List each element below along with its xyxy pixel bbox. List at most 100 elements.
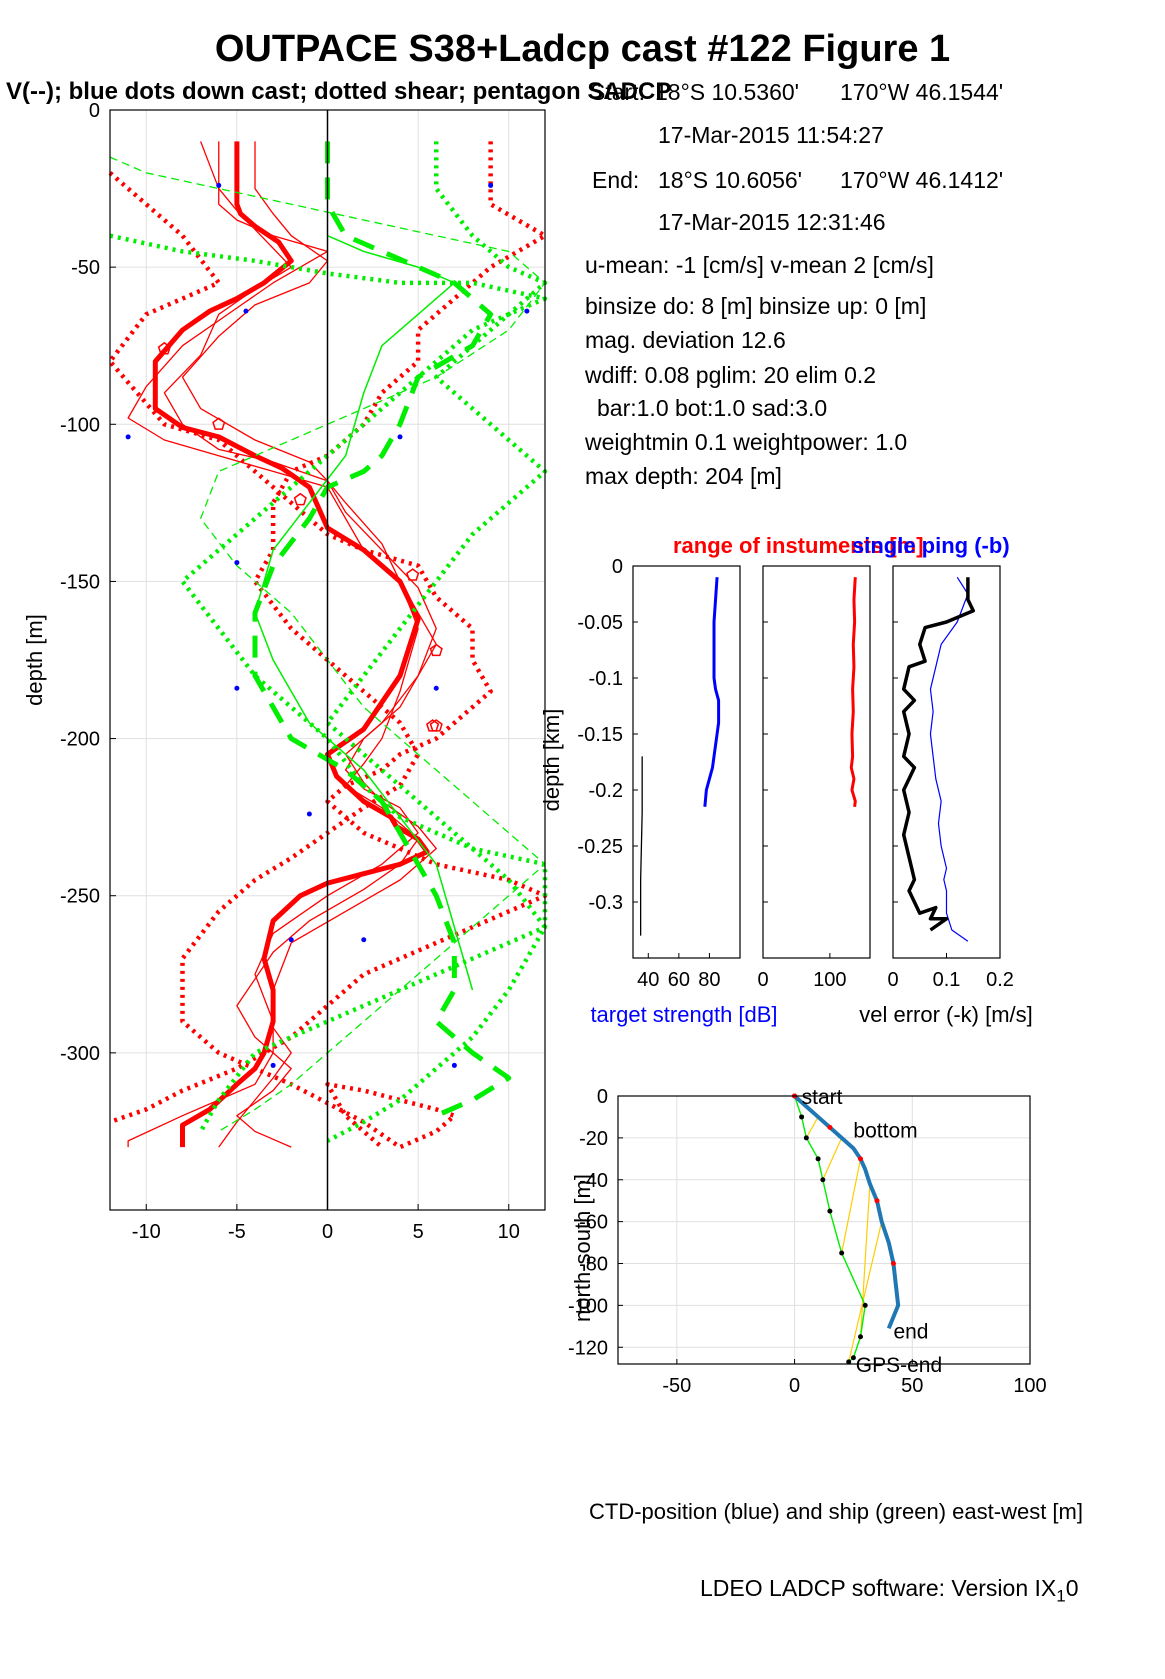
target-strength-label: target strength [dB] (590, 1002, 777, 1027)
position-frame (617, 1095, 1031, 1365)
ctd-fix-dot (857, 1156, 863, 1162)
profile-ytick-label: -250 (60, 886, 100, 908)
downcast-dot (524, 308, 530, 314)
position-ytick-label: -80 (579, 1254, 608, 1276)
position-xtick-label: 50 (901, 1375, 923, 1397)
position-ytick-label: -60 (579, 1212, 608, 1234)
ship-track (793, 1095, 866, 1363)
downcast-dot (488, 182, 494, 188)
weights-info: bar:1.0 bot:1.0 sad:3.0 (597, 395, 828, 421)
profile-xtick-label: -10 (132, 1221, 161, 1243)
range-title: range of instuments [m] (673, 533, 924, 558)
downcast-dot (361, 937, 367, 943)
instrument-panel-frame (762, 565, 871, 959)
downcast-dot (451, 1062, 457, 1068)
panels-ylabel: depth [km] (539, 709, 564, 812)
position-label-bottom: bottom (853, 1120, 917, 1143)
binsize-info: binsize do: 8 [m] binsize up: 0 [m] (585, 293, 927, 319)
footer-text: LDEO LADCP software: Version IX (700, 1575, 1057, 1601)
panel-ytick-label: 0 (612, 556, 623, 578)
panel-red-line (849, 577, 857, 807)
panel-xtick-label: 0 (757, 969, 768, 991)
downcast-dot (288, 937, 294, 943)
panel-black-line (901, 577, 975, 932)
mag-deviation: mag. deviation 12.6 (585, 327, 786, 353)
position-ytick-label: -40 (579, 1170, 608, 1192)
ctd-fix-dot (874, 1198, 880, 1204)
ship-fix-dot (799, 1114, 805, 1120)
profile-xtick-label: 5 (413, 1221, 424, 1243)
sadcp-pentagon (429, 719, 443, 732)
mean-velocity: u-mean: -1 [cm/s] v-mean 2 [cm/s] (585, 252, 934, 278)
ship-ctd-link (841, 1158, 862, 1254)
ctd-track (793, 1094, 901, 1330)
position-xtick-label: -50 (662, 1375, 691, 1397)
sadcp-pentagon (429, 643, 443, 657)
downcast-dot (216, 182, 222, 188)
vel-error-label: vel error (-k) [m/s] (859, 1002, 1033, 1027)
position-xtick-label: 100 (1013, 1375, 1046, 1397)
ship-fix-dot (827, 1208, 833, 1214)
u-profile-thick (152, 141, 430, 1148)
position-label-gps-end: GPS-end (856, 1354, 942, 1377)
sadcp-pentagon (212, 417, 226, 430)
downcast-dot (306, 811, 312, 817)
ship-ctd-link (848, 1221, 883, 1363)
sadcp-pentagon (293, 492, 307, 506)
ship-ctd-link (822, 1137, 843, 1180)
weightmin-info: weightmin 0.1 weightpower: 1.0 (585, 429, 908, 455)
downcast-dot (125, 434, 131, 440)
panel-blue-line (929, 576, 969, 942)
ctd-fix-dot (827, 1124, 833, 1130)
panel-xtick-label: 0.2 (986, 969, 1014, 991)
profile-ytick-label: -200 (60, 729, 100, 751)
position-ytick-label: -120 (568, 1337, 608, 1359)
ship-fix-dot (815, 1156, 821, 1162)
end-lon: 170°W 46.1412' (840, 167, 1004, 193)
profile-frame (109, 109, 546, 1211)
panel-black-line (639, 756, 643, 936)
profile-ytick-label: -300 (60, 1043, 100, 1065)
ship-fix-dot (846, 1359, 852, 1365)
downcast-dot (433, 685, 439, 691)
panel-ytick-label: -0.2 (589, 780, 623, 802)
v-profile-dotted (325, 141, 548, 1143)
v-profile-thick-dash (252, 141, 512, 1119)
panel-xtick-label: 40 (637, 969, 659, 991)
u-profile-thin (181, 141, 419, 1148)
ship-fix-dot (857, 1334, 863, 1340)
position-ylabel: north-south [m] (570, 1174, 595, 1322)
ship-ctd-link (859, 1183, 871, 1337)
sadcp-pentagon (157, 341, 171, 355)
ship-fix-dot (803, 1135, 809, 1141)
panel-ytick-label: -0.1 (589, 668, 623, 690)
ship-fix-dot (792, 1093, 798, 1099)
plot-legend-subtitle: V(--); blue dots down cast; dotted shear… (6, 78, 672, 105)
position-ytick-label: -100 (568, 1295, 608, 1317)
ship-fix-dot (839, 1250, 845, 1256)
sadcp-pentagon (426, 719, 440, 732)
panel-ytick-label: -0.05 (577, 612, 623, 634)
ship-fix-dot (850, 1355, 856, 1361)
figure-title: OUTPACE S38+Ladcp cast #122 Figure 1 (214, 28, 951, 70)
u-profile-thin (127, 141, 437, 1148)
downcast-dot (234, 560, 240, 566)
panel-ytick-label: -0.3 (589, 892, 623, 914)
instrument-panel-frame (632, 565, 741, 959)
end-time: 17-Mar-2015 12:31:46 (658, 209, 886, 235)
max-depth: max depth: 204 [m] (585, 463, 782, 489)
ship-ctd-link (805, 1116, 819, 1139)
v-profile-thin-dash (109, 156, 546, 1132)
panel-xtick-label: 80 (698, 969, 720, 991)
single-ping-title: single ping (-b) (852, 533, 1010, 558)
profile-xtick-label: 10 (498, 1221, 520, 1243)
start-time: 17-Mar-2015 11:54:27 (658, 122, 884, 148)
panel-xtick-label: 0 (887, 969, 898, 991)
panel-ytick-label: -0.25 (577, 836, 623, 858)
footer-sub: 1 (1056, 1586, 1066, 1606)
end-label: End: (592, 167, 640, 193)
u-profile-dotted (107, 171, 548, 1125)
panel-xtick-label: 100 (813, 969, 846, 991)
ship-fix-dot (820, 1177, 826, 1183)
ctd-fix-dot (792, 1093, 798, 1099)
